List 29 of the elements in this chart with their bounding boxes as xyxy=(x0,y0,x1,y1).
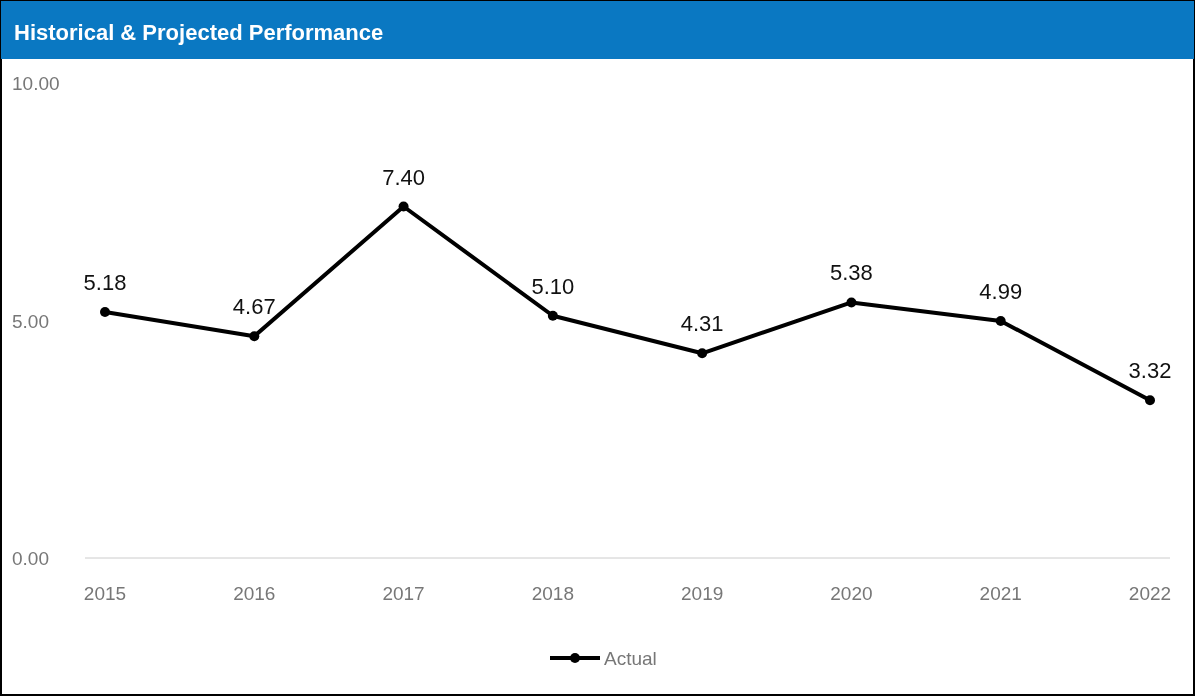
x-tick-label: 2019 xyxy=(681,583,724,604)
data-label: 5.38 xyxy=(830,260,873,286)
data-label: 4.67 xyxy=(232,294,276,320)
point xyxy=(846,297,857,308)
y-tick-label: 10.00 xyxy=(12,73,60,94)
x-tick-label: 2018 xyxy=(531,583,574,604)
x-tick-label: 2015 xyxy=(83,583,127,604)
y-tick-label: 0.00 xyxy=(12,548,49,569)
x-tick-label: 2022 xyxy=(1128,583,1172,604)
point xyxy=(398,201,409,212)
x-tick-label: 2021 xyxy=(979,583,1022,604)
point xyxy=(100,306,110,317)
x-tick-label: 2017 xyxy=(382,583,425,604)
data-label: 5.10 xyxy=(531,273,575,299)
legend-label: Actual xyxy=(604,648,657,669)
data-label: 4.99 xyxy=(979,278,1023,304)
point xyxy=(697,348,708,359)
data-label: 4.31 xyxy=(680,311,724,337)
point xyxy=(1145,395,1155,406)
point xyxy=(547,310,558,321)
point xyxy=(995,315,1006,326)
data-label: 7.40 xyxy=(382,164,425,190)
point xyxy=(249,331,260,342)
data-label: 5.18 xyxy=(83,269,127,295)
data-label: 3.32 xyxy=(1128,358,1172,384)
chart-title: Historical & Projected Performance xyxy=(14,20,384,45)
x-tick-label: 2016 xyxy=(233,583,276,604)
y-tick-label: 5.00 xyxy=(12,310,49,332)
x-tick-label: 2020 xyxy=(830,583,873,604)
